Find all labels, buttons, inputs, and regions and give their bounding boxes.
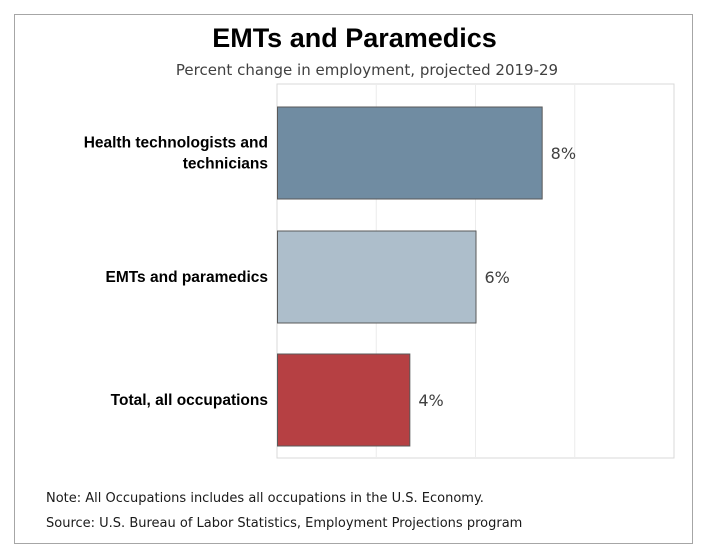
chart-note: Note: All Occupations includes all occup… [46, 491, 484, 506]
data-label: 6% [485, 268, 510, 287]
bar [277, 353, 411, 447]
data-label: 8% [551, 144, 576, 163]
chart-title: EMTs and Paramedics [212, 23, 497, 53]
chart-source: Source: U.S. Bureau of Labor Statistics,… [46, 516, 523, 531]
category-label: Total, all occupations [111, 392, 268, 409]
bar [277, 106, 543, 200]
category-label: Health technologists and [84, 135, 268, 152]
category-label: technicians [183, 156, 268, 173]
data-label: 4% [418, 391, 443, 410]
bar [277, 230, 477, 324]
category-label: EMTs and paramedics [105, 269, 268, 286]
chart-subtitle: Percent change in employment, projected … [175, 61, 559, 79]
